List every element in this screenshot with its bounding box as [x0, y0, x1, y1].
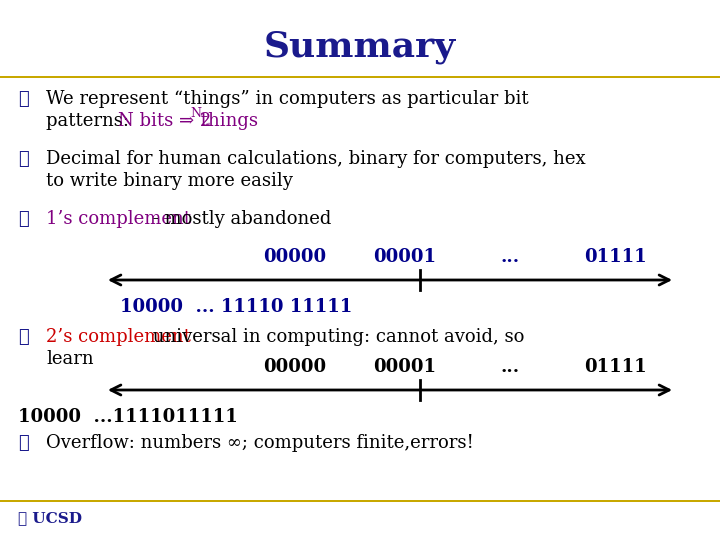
Text: - mostly abandoned: - mostly abandoned [147, 210, 331, 228]
Text: 01111: 01111 [584, 248, 647, 266]
Text: 00000: 00000 [264, 358, 327, 376]
Text: Summary: Summary [264, 30, 456, 64]
Text: things: things [195, 112, 258, 130]
Text: learn: learn [46, 350, 94, 368]
Text: ❖: ❖ [18, 328, 29, 346]
Text: ❖: ❖ [18, 90, 29, 108]
Text: We represent “things” in computers as particular bit: We represent “things” in computers as pa… [46, 90, 528, 108]
Text: 01111: 01111 [584, 358, 647, 376]
Text: Decimal for human calculations, binary for computers, hex: Decimal for human calculations, binary f… [46, 150, 585, 168]
Text: universal in computing: cannot avoid, so: universal in computing: cannot avoid, so [147, 328, 524, 346]
Text: ❖: ❖ [18, 150, 29, 168]
Text: 00000: 00000 [264, 248, 327, 266]
Text: N: N [190, 107, 201, 120]
Text: 00001: 00001 [374, 358, 436, 376]
Text: ❖: ❖ [18, 434, 29, 452]
Text: 1’s complement: 1’s complement [46, 210, 191, 228]
Text: N bits ⇒ 2: N bits ⇒ 2 [118, 112, 211, 130]
Text: 00001: 00001 [374, 248, 436, 266]
Text: Overflow: numbers ∞; computers finite,errors!: Overflow: numbers ∞; computers finite,er… [46, 434, 474, 452]
Text: to write binary more easily: to write binary more easily [46, 172, 293, 190]
Text: ...: ... [500, 358, 520, 376]
Text: 10000  ... 11110 11111: 10000 ... 11110 11111 [120, 298, 352, 316]
Text: 2’s complement: 2’s complement [46, 328, 191, 346]
Text: 10000  ...1111011111: 10000 ...1111011111 [18, 408, 238, 426]
Text: patterns:: patterns: [46, 112, 135, 130]
Text: ...: ... [500, 248, 520, 266]
Text: ❖ UCSD: ❖ UCSD [18, 511, 82, 525]
Text: ❖: ❖ [18, 210, 29, 228]
